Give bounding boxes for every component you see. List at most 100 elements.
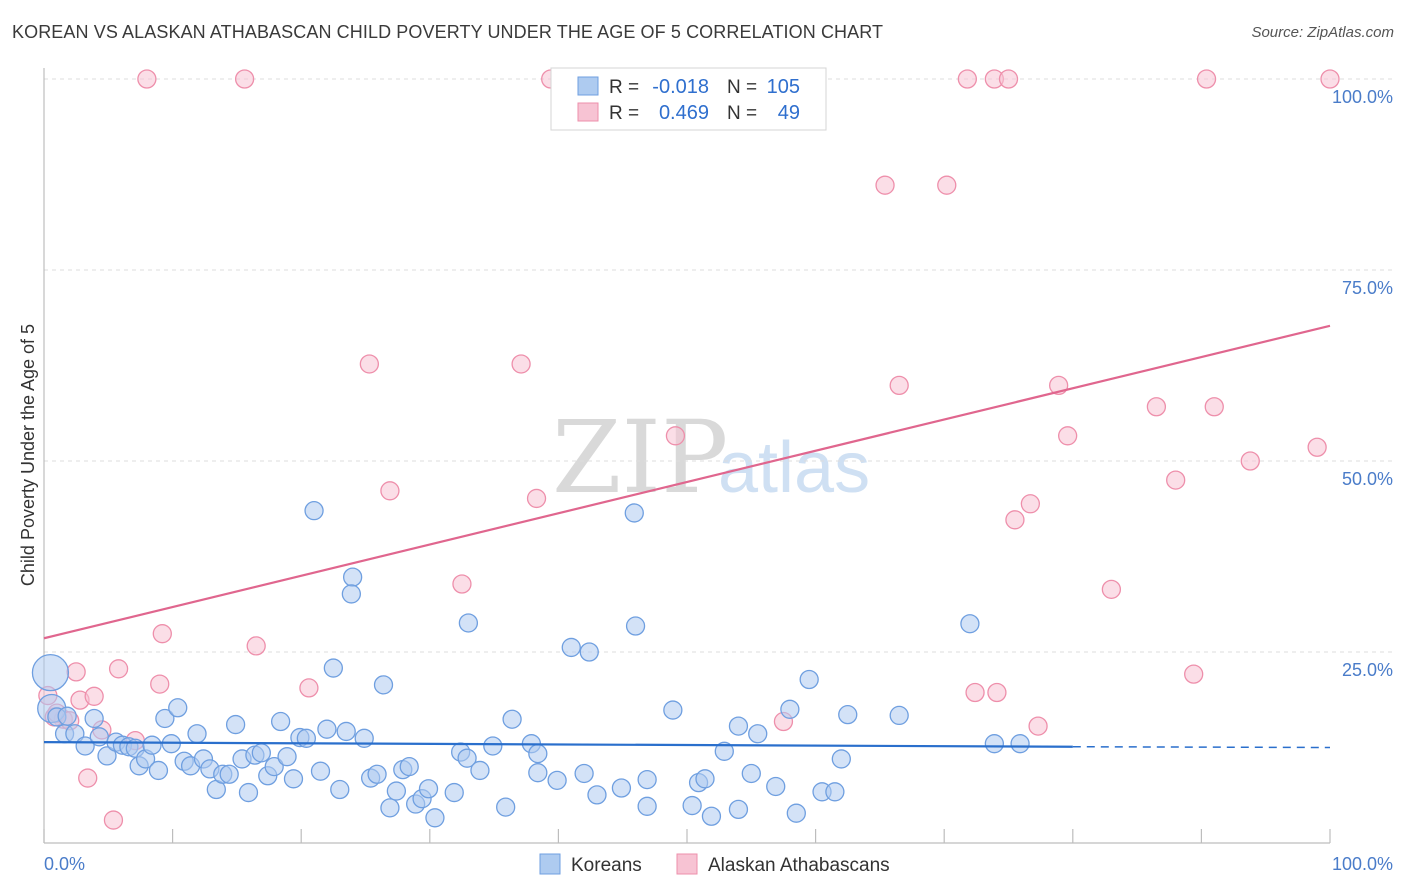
korean-point — [528, 743, 548, 764]
korean-point — [663, 700, 683, 720]
athabascan-point — [66, 662, 86, 682]
korean-point — [637, 769, 657, 790]
athabascan-point — [452, 574, 472, 594]
korean-point — [341, 584, 362, 604]
korean-point — [283, 769, 304, 789]
legend-swatch-alaskan-athabascans — [577, 102, 599, 122]
korean-point — [304, 501, 324, 521]
korean-point — [831, 749, 851, 769]
korean-point — [238, 782, 259, 803]
korean-point — [386, 781, 407, 801]
y-tick-label-75: 75.0% — [1342, 278, 1393, 298]
korean-point — [587, 785, 607, 805]
korean-point — [84, 708, 104, 729]
legend-n-label-2: N = — [727, 103, 757, 124]
athabascan-point — [1240, 451, 1260, 471]
korean-point — [701, 806, 722, 826]
korean-point — [225, 714, 246, 735]
korean-point — [625, 616, 646, 636]
korean-point — [296, 728, 316, 748]
y-tick-label-50: 50.0% — [1342, 469, 1393, 489]
legend-r-label-2: R = — [609, 103, 639, 124]
korean-point — [741, 763, 761, 784]
korean-point — [799, 669, 819, 690]
korean-point — [547, 770, 567, 791]
x-tick-label-min: 0.0% — [44, 854, 85, 874]
chart-source: Source: ZipAtlas.com — [1251, 24, 1394, 41]
korean-point — [579, 642, 599, 662]
korean-point — [251, 743, 271, 763]
athabascan-point — [957, 69, 977, 89]
korean-point — [310, 761, 331, 781]
athabascan-point — [937, 175, 957, 195]
athabascan-point — [1204, 397, 1224, 417]
athabascan-point — [1166, 470, 1186, 490]
korean-point — [57, 706, 77, 726]
y-tick-label-25: 25.0% — [1342, 660, 1393, 680]
korean-point — [323, 658, 344, 678]
athabascan-point — [152, 624, 172, 644]
x-axis-ticks — [43, 829, 1331, 843]
korean-point — [330, 779, 350, 800]
korean-point — [31, 653, 70, 692]
korean-point — [97, 746, 117, 766]
korean-point — [470, 760, 490, 781]
y-tick-label-100: 100.0% — [1332, 87, 1393, 107]
korean-point — [399, 756, 419, 777]
athabascan-point — [1058, 426, 1078, 446]
korean-point — [574, 763, 594, 784]
korean-point — [264, 756, 284, 777]
korean-point — [984, 734, 1005, 754]
athabascan-point — [299, 678, 319, 698]
korean-point — [168, 698, 188, 718]
korean-point — [728, 799, 749, 820]
trend-line-koreans-extension — [1072, 745, 1331, 749]
korean-point — [748, 724, 768, 744]
korean-point — [502, 709, 522, 729]
legend-n-label-1: N = — [727, 77, 757, 98]
trend-line-koreans — [43, 741, 1073, 748]
korean-point — [425, 808, 445, 828]
y-axis-tick-labels: 25.0% 50.0% 75.0% 100.0% — [1332, 87, 1393, 680]
korean-point — [780, 699, 800, 719]
athabascan-point — [875, 175, 895, 195]
korean-point — [380, 798, 400, 818]
korean-point — [367, 764, 387, 784]
athabascan-point — [1101, 579, 1122, 600]
korean-point — [695, 769, 715, 789]
korean-point — [458, 613, 479, 633]
correlation-legend: R = -0.018 N = 105 R = 0.469 N = 49 — [550, 67, 827, 131]
athabascan-point — [380, 481, 400, 501]
bottom-legend-label-alaskan-athabascans: Alaskan Athabascans — [708, 855, 890, 876]
korean-point — [342, 567, 363, 587]
gridlines — [44, 78, 1393, 653]
korean-point — [483, 736, 503, 756]
series-koreans-points — [31, 501, 1030, 828]
athabascan-point — [526, 488, 547, 509]
athabascan-point — [987, 682, 1007, 703]
korean-point — [960, 614, 980, 634]
korean-point — [317, 719, 337, 739]
athabascan-point — [998, 69, 1019, 89]
x-axis: 0.0% 100.0% — [43, 829, 1393, 874]
korean-point — [187, 724, 207, 744]
korean-point — [219, 764, 239, 784]
korean-point — [336, 721, 356, 742]
watermark-zip: ZIP — [552, 399, 728, 516]
korean-point — [825, 782, 845, 802]
korean-point — [373, 675, 394, 695]
x-tick-label-max: 100.0% — [1332, 854, 1393, 874]
athabascan-point — [359, 354, 380, 374]
athabascan-point — [108, 659, 129, 679]
korean-point — [682, 795, 702, 816]
legend-swatch-koreans — [577, 76, 599, 96]
athabascan-point — [1005, 510, 1025, 530]
bottom-legend-label-koreans: Koreans — [571, 855, 642, 876]
legend-r-label-1: R = — [609, 77, 639, 98]
bottom-legend-swatch-alaskan-athabascans — [676, 853, 698, 875]
korean-point — [889, 705, 909, 726]
athabascan-point — [1307, 437, 1327, 457]
athabascan-point — [1028, 716, 1048, 736]
korean-point — [457, 748, 477, 768]
